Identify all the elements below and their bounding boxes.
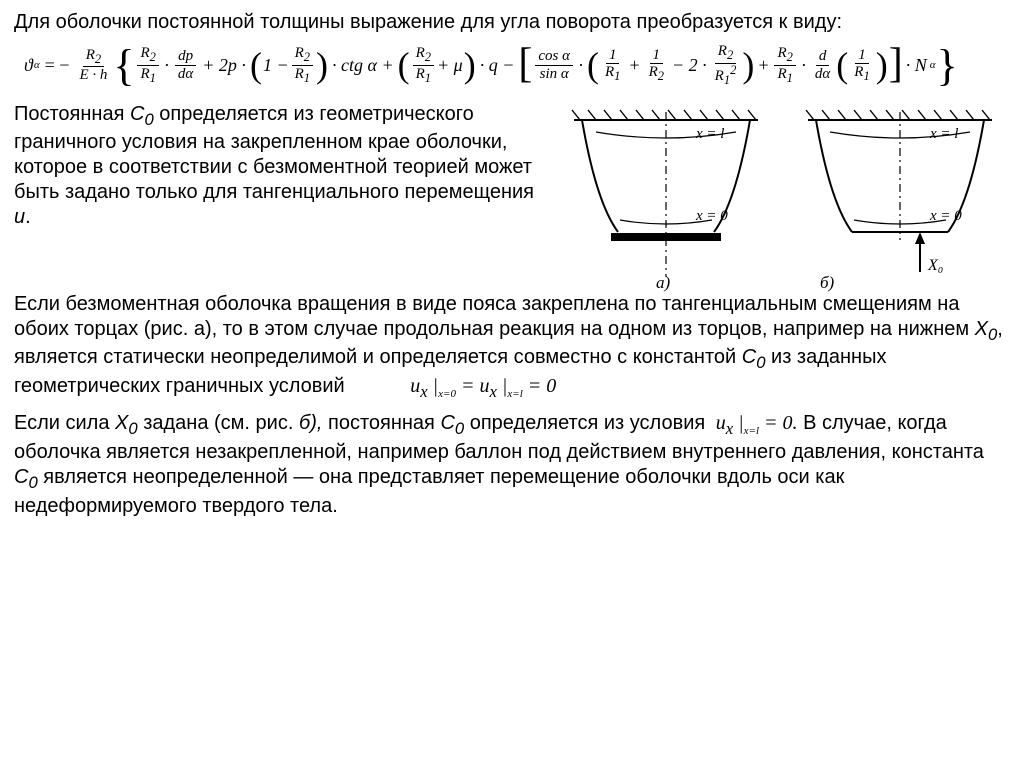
svg-text:x = l: x = l [695, 126, 724, 142]
svg-text:x = l: x = l [929, 126, 958, 142]
intro-paragraph: Для оболочки постоянной толщины выражени… [14, 10, 1010, 35]
paragraph-2: Если безмоментная оболочка вращения в ви… [14, 292, 1010, 403]
main-formula: ϑ α = − R2 E · h { R2 R1 · dp dα + 2p · … [24, 43, 1010, 88]
frac-R2-Eh: R2 E · h [76, 47, 110, 84]
theta-symbol: ϑ [24, 55, 33, 76]
paragraph-3: Если сила X0 задана (см. рис. б), постоя… [14, 411, 1010, 519]
shell-diagram-a: x = l x = 0 а) [556, 102, 776, 292]
svg-text:X₀: X₀ [927, 257, 943, 274]
mid-paragraph: Постоянная C0 определяется из геометриче… [14, 102, 542, 231]
svg-text:б): б) [820, 273, 835, 292]
boundary-condition-2: ux |x=l = 0. [711, 411, 798, 440]
shell-diagram-b: x = l x = 0 X₀ б) [790, 102, 1010, 292]
svg-text:x = 0: x = 0 [929, 208, 962, 224]
svg-text:x = 0: x = 0 [695, 208, 728, 224]
svg-text:а): а) [656, 273, 671, 292]
boundary-condition-1: ux |x=0 = ux |x=l = 0 [410, 374, 556, 403]
